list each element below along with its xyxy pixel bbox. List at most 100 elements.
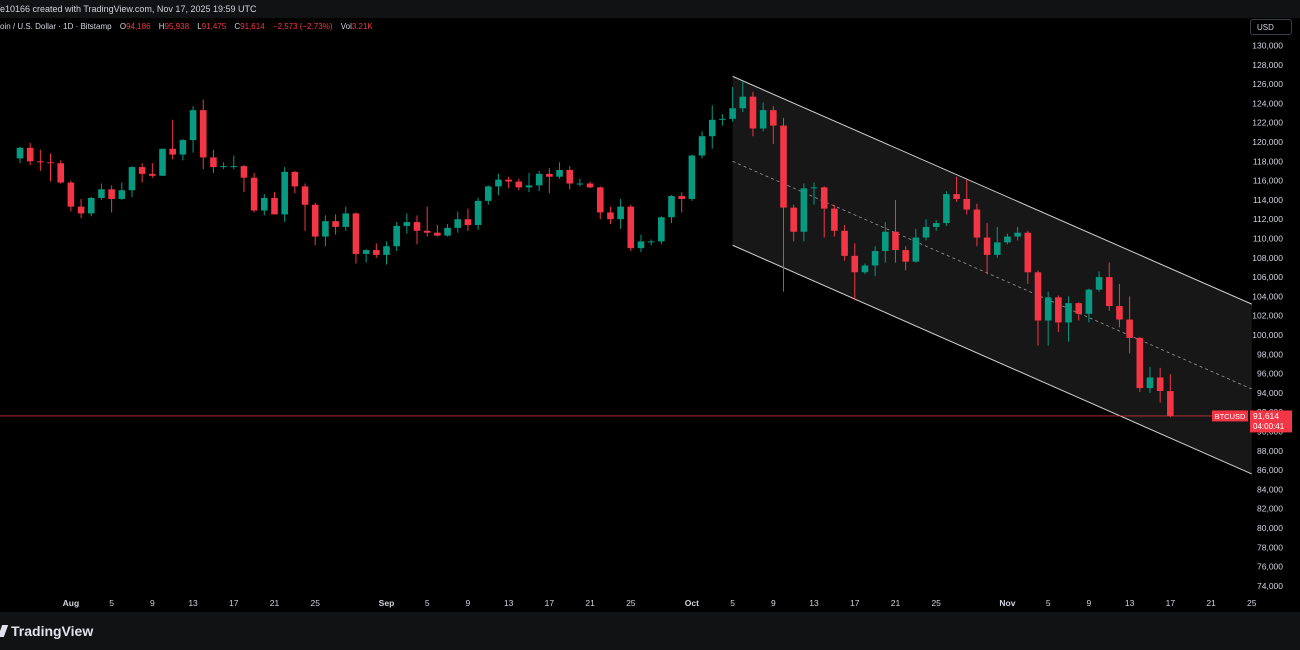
candle bbox=[668, 195, 675, 224]
candle-body bbox=[1105, 277, 1113, 307]
candle-body bbox=[525, 185, 533, 188]
candle bbox=[1105, 262, 1113, 311]
candle-body bbox=[739, 96, 747, 109]
candle bbox=[546, 168, 553, 194]
low-value: 91,475 bbox=[201, 22, 227, 31]
candle-body bbox=[189, 110, 197, 141]
candle bbox=[281, 167, 288, 223]
candle bbox=[393, 222, 400, 252]
candle bbox=[199, 99, 207, 170]
candle bbox=[810, 182, 818, 205]
price-axis[interactable]: 130,000 128,000 126,000 124,000 122,000 120,0… bbox=[1252, 41, 1283, 591]
candle-body bbox=[993, 242, 1001, 255]
candle-body bbox=[1136, 337, 1144, 389]
candle bbox=[322, 215, 329, 247]
candle-body bbox=[576, 183, 584, 185]
candle-body bbox=[118, 190, 126, 199]
candle-body bbox=[1156, 377, 1164, 391]
candle-body bbox=[77, 206, 85, 214]
price-tick-label: 128,000 bbox=[1252, 60, 1283, 70]
time-tick-label: 17 bbox=[545, 598, 555, 608]
candle bbox=[841, 224, 848, 261]
candle bbox=[495, 173, 502, 196]
candle bbox=[98, 183, 105, 200]
candle bbox=[1085, 288, 1093, 323]
candle-body bbox=[1167, 391, 1174, 416]
candle bbox=[607, 206, 614, 225]
price-tick-label: 120,000 bbox=[1252, 137, 1283, 147]
candle-body bbox=[1116, 306, 1123, 320]
time-axis[interactable]: Aug 5 9 13 17 21 25 Sep 5 9 13 17 21 25 Oct 5 9 13 17 21 25 N… bbox=[63, 598, 1257, 608]
symbol-tag: BTCUSD bbox=[1215, 412, 1246, 421]
candle bbox=[444, 224, 451, 237]
candle bbox=[1156, 367, 1164, 403]
channel-upper-line[interactable] bbox=[732, 75, 1252, 305]
channel-lower-line[interactable] bbox=[732, 244, 1252, 475]
price-tick-label: 116,000 bbox=[1253, 176, 1283, 186]
candle-body bbox=[759, 110, 767, 129]
brand-name: TradingView bbox=[11, 623, 94, 639]
candle bbox=[1065, 296, 1072, 342]
tradingview-logo[interactable]: TradingView bbox=[0, 623, 93, 639]
candle-body bbox=[1055, 297, 1062, 323]
candle bbox=[708, 105, 716, 149]
candle-body bbox=[383, 246, 390, 255]
price-tick-label: 112,000 bbox=[1253, 214, 1283, 224]
time-tick-label: 5 bbox=[425, 598, 430, 608]
price-tick-label: 114,000 bbox=[1253, 195, 1283, 205]
candle bbox=[1095, 271, 1103, 292]
candle-body bbox=[729, 108, 736, 119]
price-tick-label: 74,000 bbox=[1257, 581, 1283, 591]
candle-body bbox=[1024, 232, 1032, 273]
open-label: O bbox=[119, 22, 127, 31]
candle-body bbox=[413, 222, 421, 231]
time-tick-label: 25 bbox=[310, 598, 320, 608]
channel-median-line bbox=[732, 160, 1252, 390]
candle-body bbox=[250, 177, 258, 211]
low-label: L bbox=[197, 22, 202, 31]
price-tick-label: 80,000 bbox=[1257, 523, 1283, 533]
candle bbox=[1116, 283, 1123, 328]
candle bbox=[1075, 302, 1083, 321]
price-tick-label: 104,000 bbox=[1252, 291, 1283, 301]
candle-body bbox=[362, 250, 370, 254]
candle bbox=[128, 166, 136, 198]
candle bbox=[169, 119, 176, 160]
ohlc-legend: oin / U.S. Dollar · 1D · Bitstamp O94,18… bbox=[0, 21, 373, 33]
attribution-text: e10166 created with TradingView.com, Nov… bbox=[0, 4, 257, 14]
last-price-tag: BTCUSD 91,614 04:00:41 bbox=[1212, 410, 1292, 433]
parallel-channel[interactable] bbox=[732, 75, 1252, 475]
candle bbox=[617, 198, 624, 229]
candle bbox=[1146, 366, 1154, 393]
candle-body bbox=[505, 179, 512, 182]
candle-body bbox=[199, 110, 207, 158]
price-tick-label: 100,000 bbox=[1252, 330, 1283, 340]
candle bbox=[922, 219, 930, 241]
candle bbox=[556, 162, 563, 179]
candle bbox=[332, 214, 339, 235]
candle-body bbox=[474, 200, 482, 225]
candle bbox=[861, 263, 869, 275]
candle bbox=[57, 160, 65, 184]
candle bbox=[851, 243, 859, 301]
price-tick-label: 94,000 bbox=[1257, 388, 1283, 398]
bar-countdown: 04:00:41 bbox=[1253, 422, 1285, 431]
candle bbox=[342, 206, 350, 231]
open-value: 94,186 bbox=[126, 22, 151, 31]
time-tick-label: 13 bbox=[809, 598, 819, 608]
candle bbox=[627, 204, 635, 252]
candle-body bbox=[138, 167, 146, 174]
price-tick-label: 78,000 bbox=[1257, 542, 1283, 552]
candle bbox=[352, 212, 360, 264]
candle bbox=[159, 148, 166, 176]
time-tick-label: 13 bbox=[504, 598, 514, 608]
candle bbox=[403, 213, 411, 234]
currency-selector[interactable]: USD bbox=[1250, 19, 1292, 35]
time-tick-label: Aug bbox=[63, 598, 80, 608]
candle bbox=[647, 239, 655, 246]
candle-body bbox=[637, 241, 645, 249]
candle bbox=[820, 186, 828, 238]
candle bbox=[67, 180, 75, 212]
time-tick-label: 9 bbox=[1087, 598, 1092, 608]
